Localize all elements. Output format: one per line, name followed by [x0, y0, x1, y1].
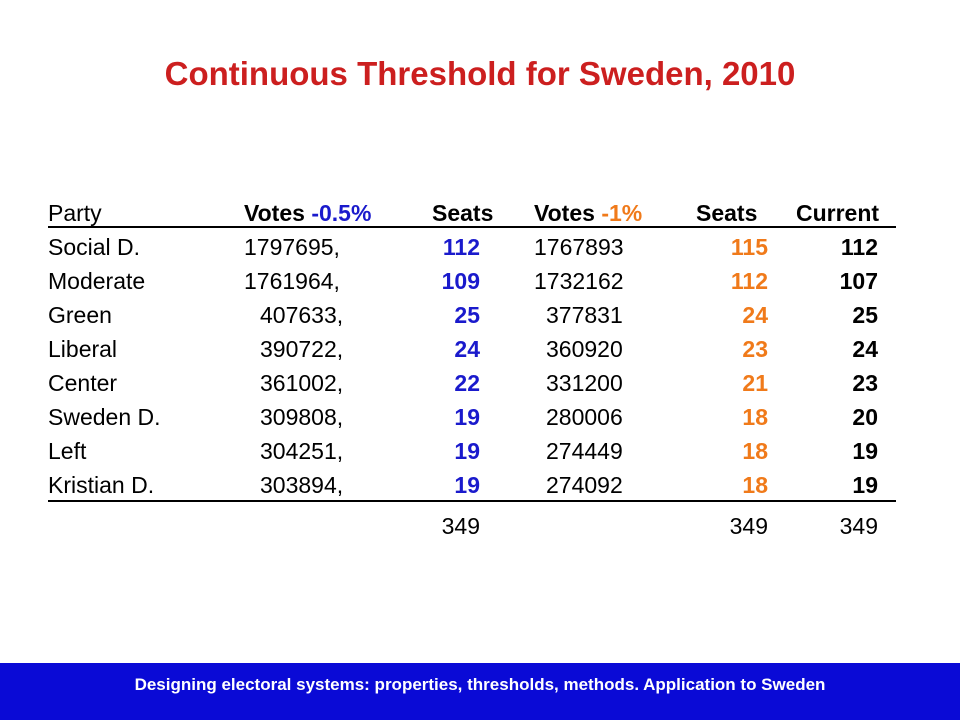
header-votes-1-pct: -1%	[601, 200, 643, 226]
party-name: Social D.	[48, 234, 141, 260]
total-seats-1: 349	[729, 513, 768, 539]
current-seats: 20	[852, 404, 878, 430]
seats-1: 23	[742, 336, 768, 362]
seats-1: 21	[742, 370, 768, 396]
votes-1: 1767893	[534, 234, 624, 260]
votes-05: 390722,	[260, 336, 344, 362]
party-name: Center	[48, 370, 118, 396]
seats-05: 19	[454, 472, 480, 498]
header-current: Current	[796, 200, 880, 226]
footer-bar: Designing electoral systems: properties,…	[0, 663, 960, 720]
header-party: Party	[48, 200, 102, 226]
header-underline	[48, 226, 896, 228]
current-seats: 25	[852, 302, 878, 328]
current-seats: 19	[852, 438, 878, 464]
votes-05: 309808,	[260, 404, 344, 430]
current-seats: 112	[840, 234, 878, 260]
seats-1: 112	[730, 268, 768, 294]
votes-05: 361002,	[260, 370, 344, 396]
slide-title: Continuous Threshold for Sweden, 2010	[164, 55, 796, 92]
seats-1: 24	[742, 302, 768, 328]
seats-1: 18	[742, 404, 768, 430]
seats-05: 25	[454, 302, 480, 328]
seats-05: 19	[454, 404, 480, 430]
current-seats: 19	[852, 472, 878, 498]
current-seats: 107	[839, 268, 878, 294]
seats-05: 112	[442, 234, 480, 260]
header-votes-1: Votes -1%	[534, 196, 642, 230]
votes-05: 1797695,	[244, 234, 340, 260]
table-bottom-rule	[48, 500, 896, 502]
seats-1: 115	[730, 234, 768, 260]
votes-1: 274092	[546, 472, 623, 498]
header-seats-05: Seats	[432, 200, 494, 226]
header-votes-05-pct: -0.5%	[311, 200, 372, 226]
current-seats: 24	[852, 336, 878, 362]
party-name: Kristian D.	[48, 472, 155, 498]
total-current: 349	[839, 513, 878, 539]
party-name: Left	[48, 438, 87, 464]
seats-05: 109	[441, 268, 480, 294]
seats-1: 18	[742, 472, 768, 498]
header-seats-1: Seats	[696, 200, 758, 226]
header-votes-1-label: Votes	[534, 200, 602, 226]
party-name: Sweden D.	[48, 404, 161, 430]
votes-05: 1761964,	[244, 268, 340, 294]
header-votes-05-label: Votes	[244, 200, 312, 226]
current-seats: 23	[852, 370, 878, 396]
votes-1: 360920	[546, 336, 623, 362]
footer-text: Designing electoral systems: properties,…	[134, 675, 826, 694]
votes-1: 274449	[546, 438, 623, 464]
votes-05: 304251,	[260, 438, 344, 464]
votes-1: 377831	[546, 302, 623, 328]
party-name: Moderate	[48, 268, 146, 294]
votes-05: 407633,	[260, 302, 344, 328]
party-name: Liberal	[48, 336, 118, 362]
votes-1: 1732162	[534, 268, 624, 294]
seats-05: 24	[454, 336, 480, 362]
seats-05: 19	[454, 438, 480, 464]
total-seats-05: 349	[441, 513, 480, 539]
seats-1: 18	[742, 438, 768, 464]
header-votes-05: Votes -0.5%	[244, 196, 371, 230]
party-name: Green	[48, 302, 112, 328]
seats-05: 22	[454, 370, 480, 396]
votes-1: 331200	[546, 370, 623, 396]
votes-05: 303894,	[260, 472, 344, 498]
votes-1: 280006	[546, 404, 623, 430]
